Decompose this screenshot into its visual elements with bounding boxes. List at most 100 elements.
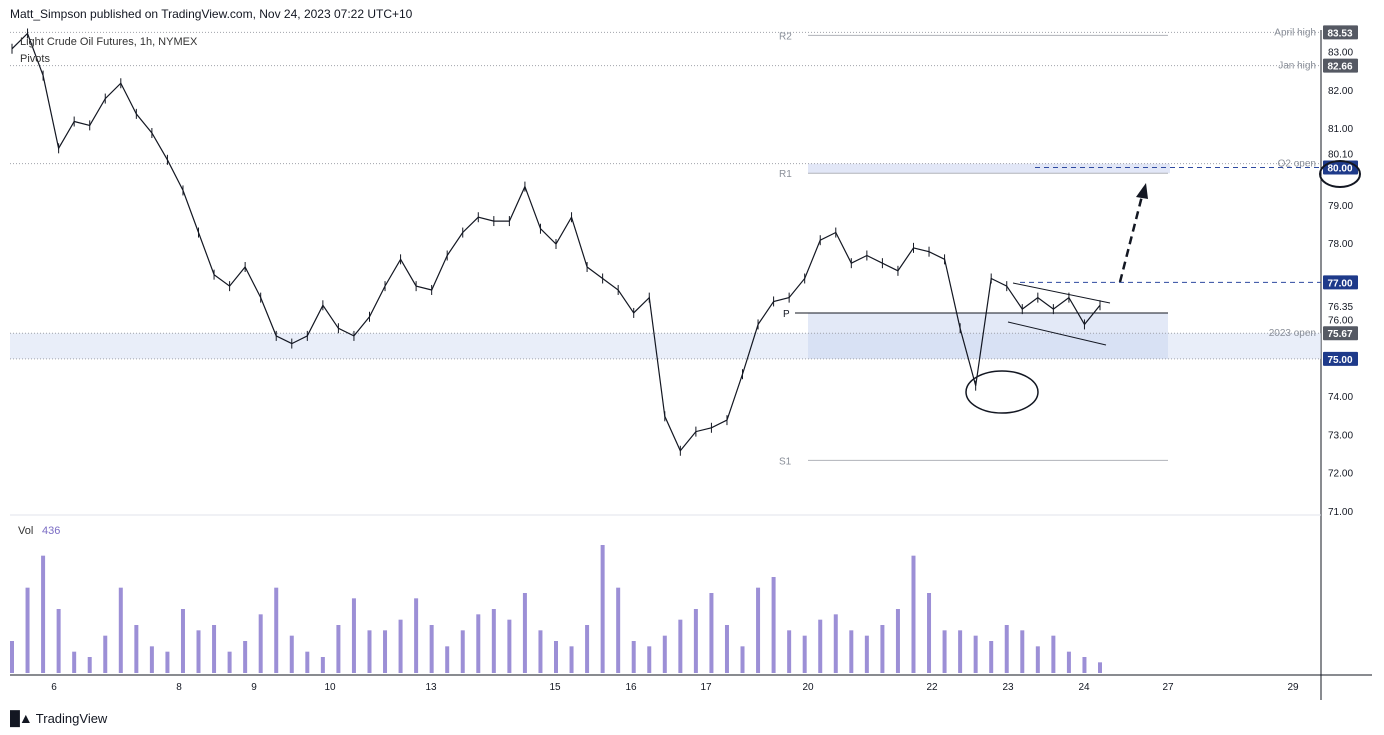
price-tag-text: 75.67 — [1327, 329, 1352, 340]
q2-open-price: 80.10 — [1328, 150, 1353, 161]
volume-bar — [538, 630, 543, 673]
pivot-label-r2: R2 — [779, 31, 792, 42]
volume-bar — [289, 635, 294, 673]
time-tick-label: 20 — [802, 682, 814, 693]
level-price-tags: 83.53 82.66 80.00 77.00 75.67 75.00 80.10 — [1323, 25, 1358, 366]
time-tick-label: 13 — [425, 682, 437, 693]
volume-bar — [787, 630, 792, 673]
price-axis: 83.00 82.00 81.00 79.00 78.00 76.35 76.00 74.00… — [1328, 48, 1353, 518]
price-tag — [1323, 160, 1358, 175]
volume-bar — [740, 646, 745, 673]
price-tag — [1323, 58, 1358, 73]
volume-bar — [1098, 662, 1102, 673]
volume-bar — [274, 587, 279, 673]
volume-bar — [460, 630, 465, 673]
volume-bar — [305, 651, 310, 673]
price-tick-label: 76.00 — [1328, 316, 1353, 327]
level-label: 2023 open — [1269, 328, 1316, 339]
volume-bar — [56, 609, 61, 673]
volume-bar — [491, 609, 496, 673]
volume-bar — [1004, 625, 1009, 673]
volume-bar — [196, 630, 201, 673]
volume-bar — [165, 651, 170, 673]
volume-bar — [212, 625, 217, 673]
volume-bar — [522, 593, 527, 673]
volume-bar — [818, 619, 823, 673]
volume-bar — [134, 625, 139, 673]
price-tick-label: 83.00 — [1328, 48, 1353, 59]
volume-bar — [927, 593, 932, 673]
price-tag-text: 83.53 — [1327, 28, 1352, 39]
price-tick-label: 81.00 — [1328, 124, 1353, 135]
time-tick-label: 24 — [1078, 682, 1090, 693]
volume-bar — [756, 587, 761, 673]
volume-bar — [693, 609, 698, 673]
volume-bar — [414, 598, 419, 673]
time-tick-label: 15 — [549, 682, 561, 693]
volume-bar — [864, 635, 869, 673]
volume-bar — [227, 651, 232, 673]
pivot-label-r1: R1 — [779, 169, 792, 180]
pivot-zone — [808, 312, 1168, 359]
target-price-circle — [1319, 160, 1361, 188]
low-circle-annotation — [965, 370, 1039, 414]
volume-bar — [258, 614, 263, 673]
volume-bar — [631, 641, 636, 673]
target-zone — [808, 163, 1170, 174]
volume-bar — [600, 545, 605, 673]
price-tag-text: 80.00 — [1327, 163, 1352, 174]
volume-bar — [709, 593, 714, 673]
volume-bar — [383, 630, 388, 673]
volume-bar — [367, 630, 372, 673]
time-tick-label: 6 — [51, 682, 57, 693]
time-tick-label: 8 — [176, 682, 182, 693]
breakout-arrow-head — [1136, 183, 1148, 199]
time-axis: 6 8 9 10 13 15 16 17 20 22 23 24 27 29 — [51, 682, 1299, 693]
price-tick-label: 73.00 — [1328, 430, 1353, 441]
tradingview-brand[interactable]: █▲ TradingView — [10, 710, 107, 726]
volume-label: Vol — [18, 525, 33, 537]
tradingview-logo-icon: █▲ — [10, 710, 33, 726]
volume-bar — [72, 651, 77, 673]
price-tick-label: 78.00 — [1328, 239, 1353, 250]
volume-bar — [973, 635, 978, 673]
time-tick-label: 10 — [324, 682, 336, 693]
volume-bar — [771, 577, 776, 673]
volume-bar — [678, 619, 683, 673]
pivot-label-s1: S1 — [779, 456, 792, 467]
price-tag-text: 77.00 — [1327, 278, 1352, 289]
volume-bar — [647, 646, 652, 673]
publisher-header: Matt_Simpson published on TradingView.co… — [10, 7, 413, 21]
volume-bar — [398, 619, 403, 673]
channel-upper-line — [1012, 282, 1111, 304]
volume-bar — [336, 625, 341, 673]
volume-value: 436 — [42, 525, 60, 537]
volume-bar — [585, 625, 590, 673]
level-label: Q2 open — [1278, 159, 1316, 170]
volume-bar — [554, 641, 558, 673]
volume-bar — [616, 587, 621, 673]
volume-bar — [880, 625, 885, 673]
volume-bar — [351, 598, 356, 673]
volume-bar — [507, 619, 512, 673]
volume-bar — [662, 635, 667, 673]
price-tick-label: 76.35 — [1328, 302, 1353, 313]
volume-bar — [942, 630, 947, 673]
volume-bar — [320, 657, 325, 673]
volume-bar — [180, 609, 185, 673]
volume-bar — [87, 657, 92, 673]
volume-bar — [243, 641, 248, 673]
volume-bar — [569, 646, 574, 673]
level-label: Jan high — [1278, 61, 1316, 72]
volume-bar — [958, 630, 963, 673]
volume-bar — [802, 635, 807, 673]
volume-bar — [1051, 635, 1056, 673]
time-tick-label: 27 — [1162, 682, 1174, 693]
volume-bar — [1082, 657, 1087, 673]
volume-bar — [149, 646, 154, 673]
time-tick-label: 16 — [625, 682, 637, 693]
volume-bar — [103, 635, 108, 673]
indicator-label: Pivots — [20, 53, 50, 65]
time-tick-label: 22 — [926, 682, 938, 693]
